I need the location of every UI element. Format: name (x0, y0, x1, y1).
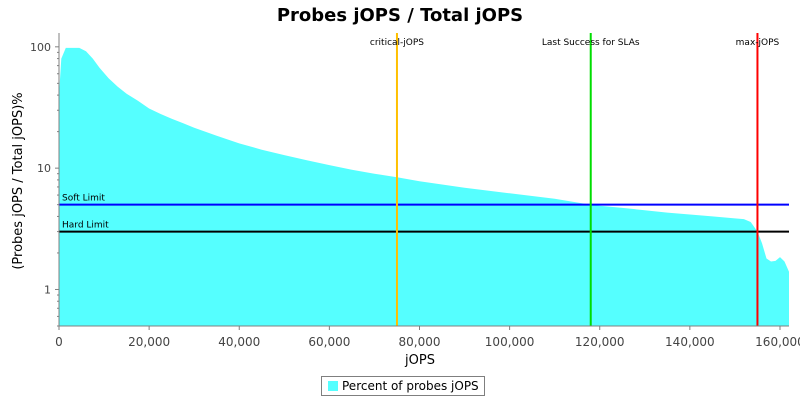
x-tick-label-4: 80,000 (398, 335, 440, 349)
vline-label-0: critical-jOPS (370, 38, 424, 48)
y-axis-title: (Probes jOPS / Total jOPS)% (11, 92, 26, 269)
y-tick-label-2: 100 (30, 41, 51, 54)
y-tick-label-0: 1 (44, 283, 51, 296)
vline-label-2: max-jOPS (736, 38, 780, 48)
chart-title: Probes jOPS / Total jOPS (277, 5, 523, 26)
plot-area: Soft Limit Hard Limit critical-jOPS Last Su… (30, 33, 800, 349)
x-tick-label-1: 20,000 (128, 335, 170, 349)
y-tick-label-1: 10 (37, 162, 51, 175)
series-layer (59, 33, 789, 326)
x-tick-label-0: 0 (55, 335, 63, 349)
x-tick-label-2: 40,000 (218, 335, 260, 349)
series-area-0 (59, 47, 789, 326)
x-axis-title: jOPS (404, 353, 435, 368)
legend: Percent of probes jOPS (321, 376, 485, 396)
vline-label-1: Last Success for SLAs (542, 38, 640, 48)
legend-swatch (328, 381, 338, 391)
x-tick-label-5: 100,000 (485, 335, 535, 349)
x-tick-label-8: 160,000 (755, 335, 800, 349)
legend-label: Percent of probes jOPS (342, 379, 479, 393)
x-tick-label-3: 60,000 (308, 335, 350, 349)
hline-label-0: Soft Limit (62, 194, 105, 204)
hline-label-1: Hard Limit (62, 221, 109, 231)
x-tick-label-6: 120,000 (575, 335, 625, 349)
x-tick-label-7: 140,000 (665, 335, 715, 349)
